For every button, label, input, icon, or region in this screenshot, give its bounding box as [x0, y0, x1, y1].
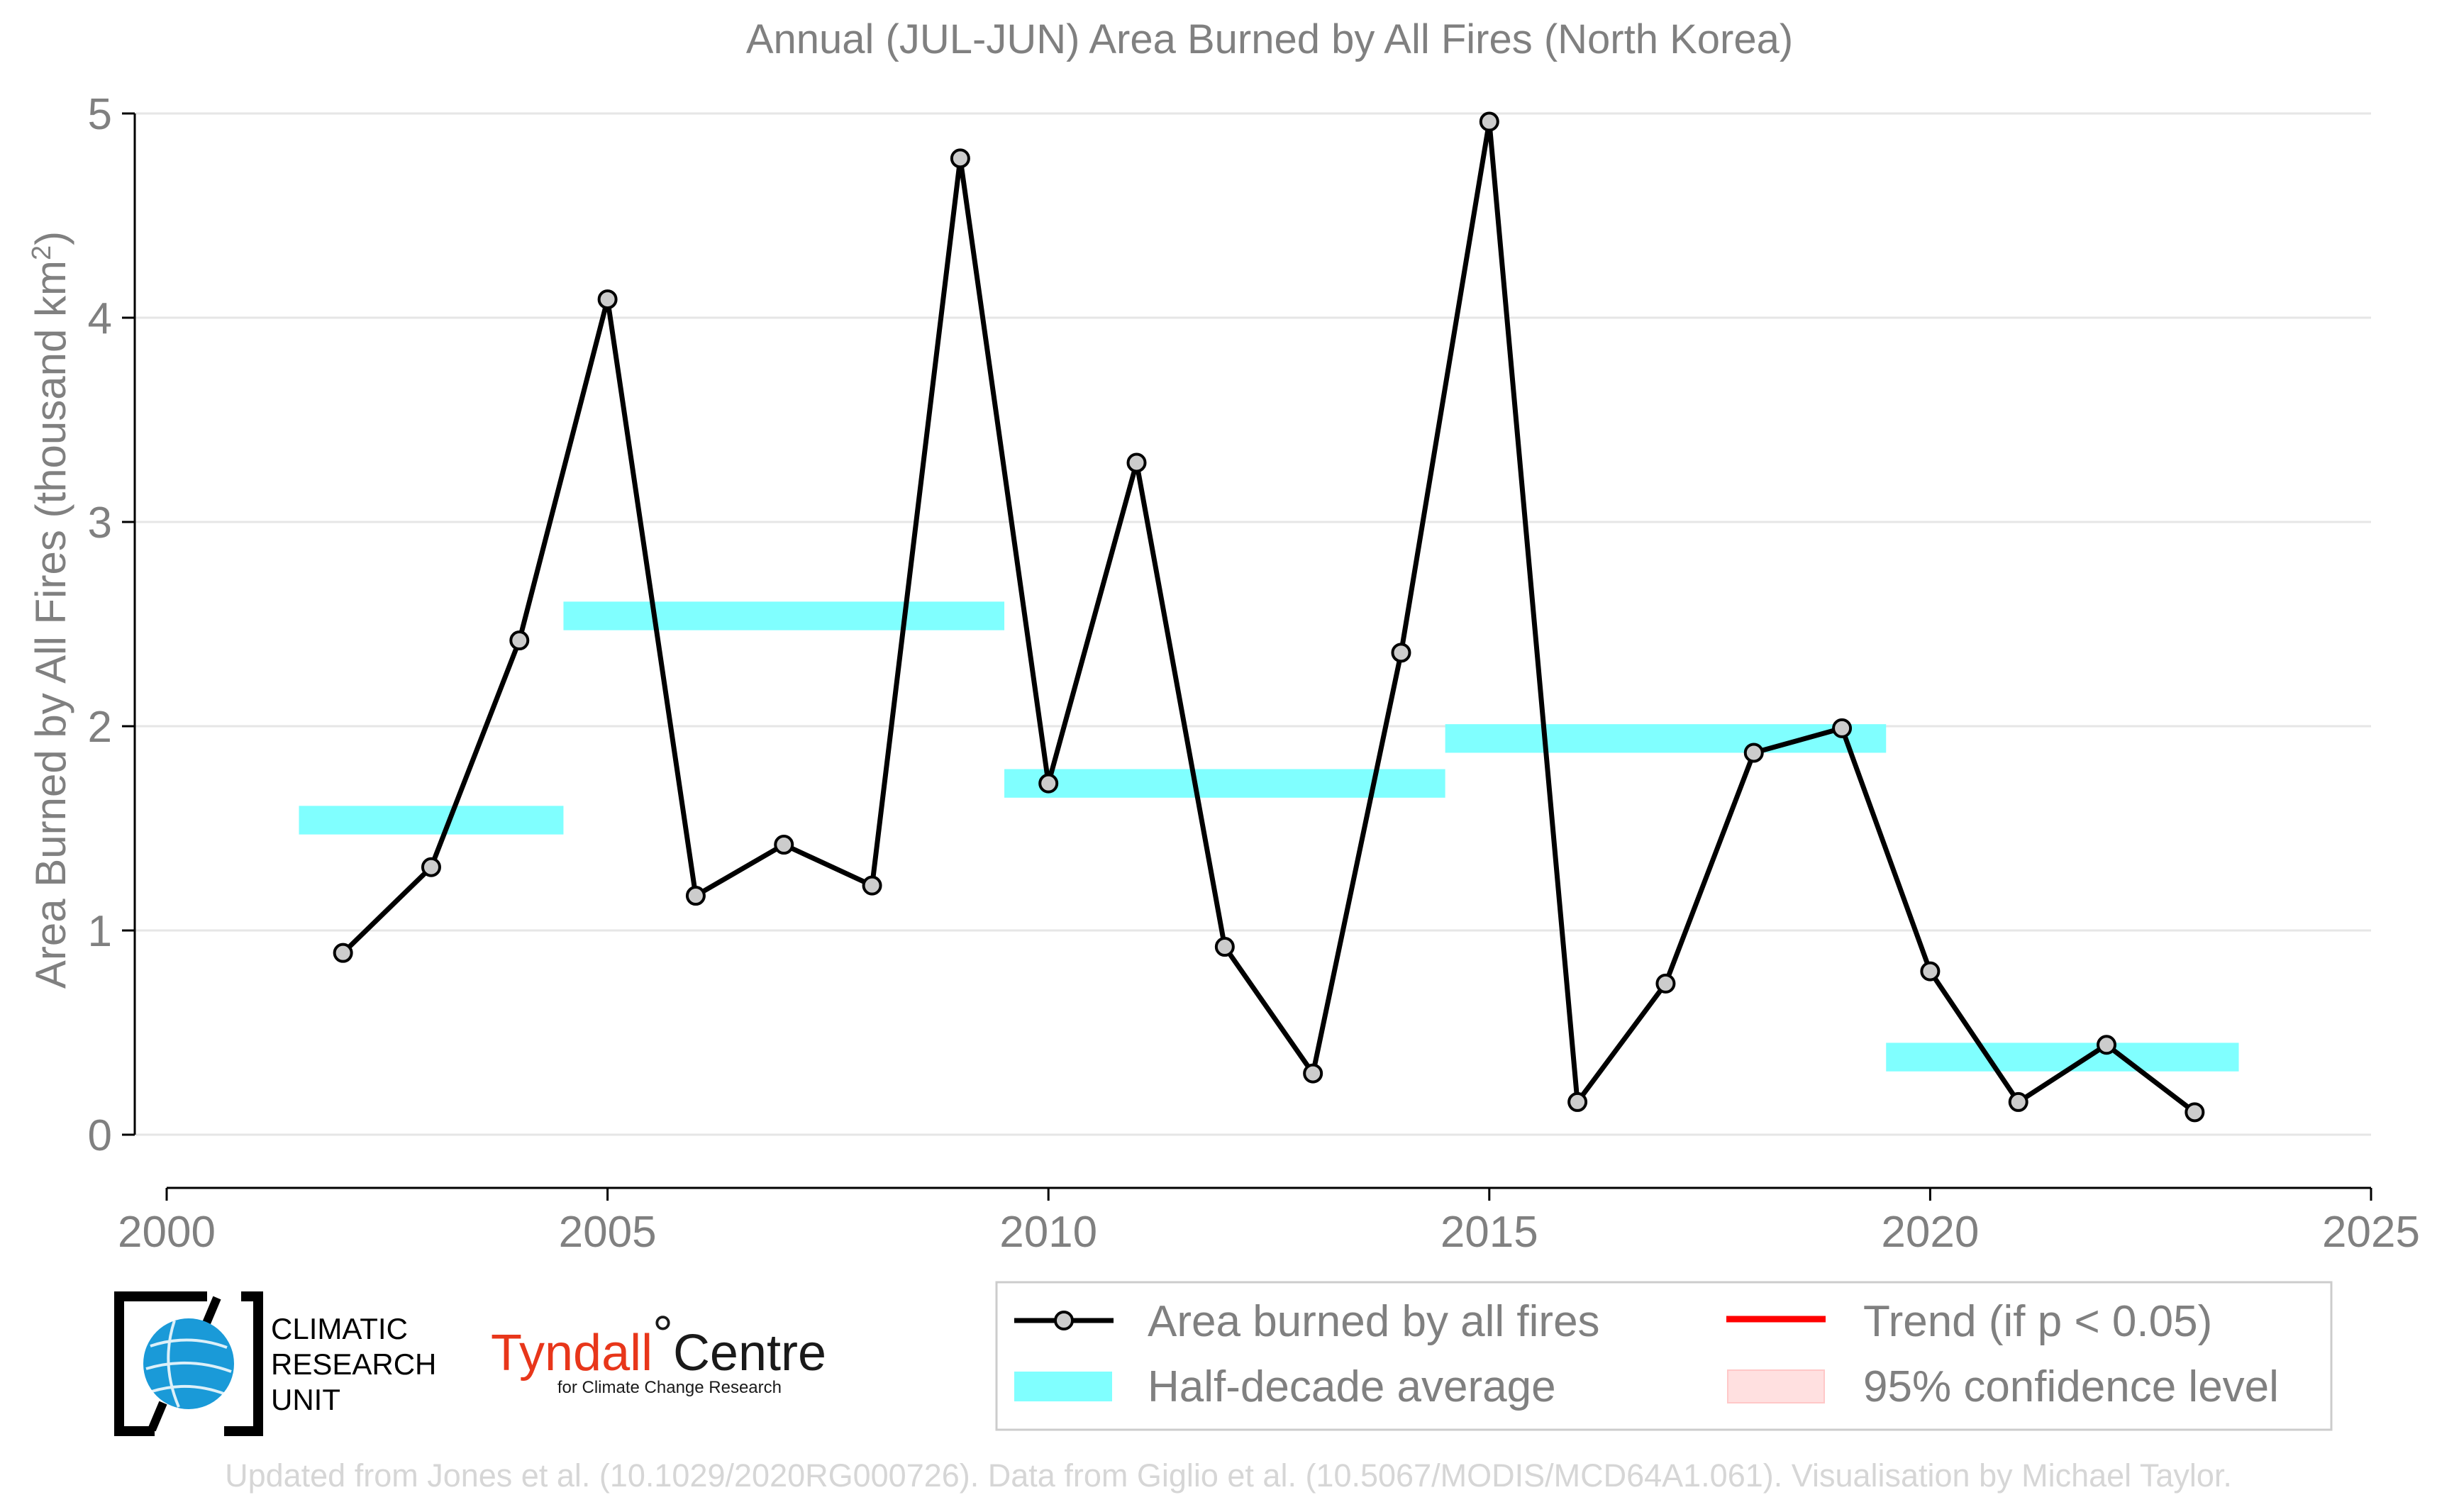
x-tick-label: 2000: [118, 1208, 216, 1257]
cru-logo-slash-icon: [152, 1403, 163, 1430]
data-point: [1481, 113, 1498, 130]
data-point: [1833, 720, 1850, 737]
legend-label-half-decade: Half-decade average: [1148, 1362, 1556, 1411]
data-point: [511, 632, 528, 649]
legend: Area burned by all fires Trend (if p < 0…: [997, 1282, 2331, 1430]
y-tick-label: 2: [88, 703, 112, 752]
footer-credits: Updated from Jones et al. (10.1029/2020R…: [225, 1457, 2232, 1494]
tyndall-subtitle: for Climate Change Research: [557, 1378, 782, 1397]
axes: [135, 113, 2371, 1188]
tyndall-wordmark: Tyndall°Centre: [491, 1306, 826, 1382]
half-decade-average-bar: [1445, 724, 1887, 752]
climatic-research-unit-logo: CLIMATIC RESEARCH UNIT: [119, 1296, 436, 1431]
data-point: [335, 945, 352, 962]
x-ticks: 2000 2005 2010 2015 2020 2025: [118, 1188, 2420, 1257]
half-decade-average-bar: [1886, 1043, 2238, 1071]
data-point: [1304, 1065, 1321, 1082]
data-point: [423, 859, 440, 876]
tyndall-degree-text: °: [653, 1306, 673, 1363]
data-point: [1128, 454, 1145, 471]
data-point: [2010, 1094, 2027, 1111]
y-axis-label: Area Burned by All Fires (thousand km2): [27, 231, 74, 989]
x-tick-label: 2005: [559, 1208, 657, 1257]
cru-logo-slash-icon: [206, 1298, 217, 1325]
y-tick-label: 1: [88, 907, 112, 956]
tyndall-main-text: Tyndall: [491, 1325, 653, 1382]
legend-swatch-area-burned-marker: [1055, 1312, 1072, 1329]
y-gridlines: [135, 113, 2371, 1135]
half-decade-average-bar: [1004, 769, 1445, 797]
legend-swatch-confidence-band: [1728, 1370, 1824, 1403]
y-tick-label: 5: [88, 90, 112, 139]
half-decade-average-bar: [299, 806, 563, 834]
data-point: [775, 836, 792, 853]
data-point: [952, 150, 969, 167]
y-ticks: 0 1 2 3 4 5: [88, 90, 135, 1160]
y-tick-label: 0: [88, 1111, 112, 1160]
data-point: [2098, 1036, 2115, 1053]
y-axis-label-main: Area Burned by All Fires (thousand km: [27, 260, 74, 989]
data-point: [1040, 775, 1057, 792]
y-axis-label-close: ): [27, 231, 74, 245]
chart-title: Annual (JUL-JUN) Area Burned by All Fire…: [746, 16, 1793, 62]
y-axis-label-superscript: 2: [27, 245, 57, 260]
data-point: [1657, 975, 1674, 992]
data-point: [864, 877, 881, 894]
y-tick-label: 3: [88, 499, 112, 547]
cru-line-2: RESEARCH: [271, 1347, 436, 1381]
data-point: [1745, 744, 1762, 761]
legend-label-area-burned: Area burned by all fires: [1148, 1297, 1600, 1346]
data-point: [1569, 1094, 1586, 1111]
data-point: [1216, 938, 1233, 955]
y-tick-label: 4: [88, 294, 112, 343]
x-tick-label: 2020: [1881, 1208, 1979, 1257]
x-tick-label: 2015: [1440, 1208, 1538, 1257]
x-tick-label: 2025: [2322, 1208, 2420, 1257]
half-decade-average-bar: [563, 601, 1004, 630]
cru-line-3: UNIT: [271, 1383, 340, 1416]
x-tick-label: 2010: [999, 1208, 1097, 1257]
data-point: [687, 887, 704, 904]
cru-line-1: CLIMATIC: [271, 1312, 408, 1345]
data-point: [599, 291, 616, 308]
legend-swatch-half-decade-band: [1014, 1372, 1112, 1401]
legend-label-trend: Trend (if p < 0.05): [1863, 1297, 2212, 1346]
tyndall-centre-logo: Tyndall°Centre for Climate Change Resear…: [491, 1306, 826, 1397]
legend-label-confidence: 95% confidence level: [1863, 1362, 2279, 1411]
data-point: [1392, 644, 1409, 661]
tyndall-centre-text: Centre: [673, 1325, 826, 1382]
data-point: [2186, 1104, 2203, 1121]
data-point: [1921, 963, 1938, 980]
